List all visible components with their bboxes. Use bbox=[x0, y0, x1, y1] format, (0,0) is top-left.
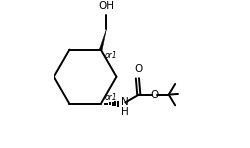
Text: O: O bbox=[134, 64, 142, 74]
Text: OH: OH bbox=[98, 1, 114, 11]
Text: or1: or1 bbox=[105, 51, 118, 60]
Text: H: H bbox=[122, 107, 129, 117]
Text: or1: or1 bbox=[105, 94, 118, 102]
Polygon shape bbox=[100, 29, 106, 50]
Text: N: N bbox=[122, 98, 129, 107]
Text: O: O bbox=[150, 90, 158, 100]
